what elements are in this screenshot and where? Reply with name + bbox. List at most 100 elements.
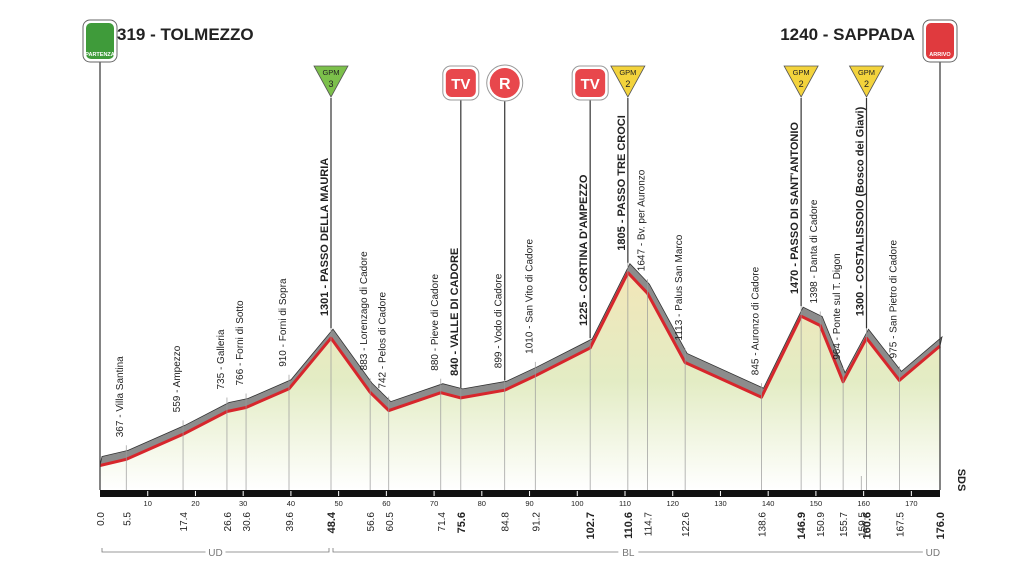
waypoint-label: 1805 - PASSO TRE CROCI bbox=[616, 115, 628, 251]
waypoint-label: 845 - Auronzo di Cadore bbox=[751, 266, 762, 375]
waypoint-label: 1300 - COSTALISSOIO (Bosco dei Giavi) bbox=[855, 106, 867, 316]
km-label: 160.6 bbox=[862, 512, 874, 540]
km-label: 110.6 bbox=[623, 512, 635, 539]
km-label: 176.0 bbox=[935, 512, 947, 540]
finish-badge-text: ARRIVO bbox=[929, 52, 951, 58]
km-label: 155.7 bbox=[839, 512, 850, 537]
x-tick-label: 70 bbox=[430, 499, 438, 508]
gpm-category: 2 bbox=[625, 79, 630, 89]
gpm-category: 3 bbox=[328, 79, 333, 89]
waypoint-label: 975 - San Pietro di Cadore bbox=[888, 240, 899, 359]
waypoint-label: 880 - Pieve di Cadore bbox=[430, 274, 441, 371]
province-label: UD bbox=[926, 548, 940, 559]
profile-line bbox=[99, 271, 941, 467]
km-label: 91.2 bbox=[531, 512, 542, 532]
x-axis bbox=[100, 490, 940, 497]
gpm-text: GPM bbox=[619, 68, 636, 77]
gpm-triangle bbox=[783, 65, 819, 98]
km-label: 39.6 bbox=[285, 512, 296, 532]
km-label: 71.4 bbox=[437, 512, 448, 532]
waypoint-label: 1470 - PASSO DI SANT'ANTONIO bbox=[789, 122, 801, 295]
start-badge-text: PARTENZA bbox=[85, 52, 115, 58]
km-label: 0.0 bbox=[96, 512, 107, 526]
waypoint-label: 964 - Ponte sul T. Digon bbox=[832, 253, 843, 360]
province-label-bg bbox=[205, 546, 226, 557]
province-label-bg bbox=[618, 546, 639, 557]
x-tick-label: 40 bbox=[287, 499, 295, 508]
gpm-triangle bbox=[313, 65, 349, 98]
tv-text: TV bbox=[451, 76, 470, 93]
waypoint-label: 1113 - Palus San Marco bbox=[674, 234, 685, 340]
km-label: 114.7 bbox=[643, 512, 654, 537]
km-label: 56.6 bbox=[366, 512, 377, 532]
gpm-category: 2 bbox=[864, 79, 869, 89]
x-tick-label: 160 bbox=[857, 499, 870, 508]
gpm-triangle bbox=[848, 65, 885, 98]
waypoint-label: 1225 - CORTINA D'AMPEZZO bbox=[578, 174, 590, 326]
waypoint-label: 766 - Forni di Sotto bbox=[235, 300, 246, 385]
waypoint-label: 840 - VALLE DI CADORE bbox=[449, 248, 461, 376]
x-tick-label: 100 bbox=[571, 499, 584, 508]
km-label: 5.5 bbox=[122, 512, 133, 526]
x-tick-label: 170 bbox=[905, 499, 918, 508]
x-tick-label: 140 bbox=[762, 499, 775, 508]
x-tick-label: 80 bbox=[478, 499, 486, 508]
km-label: 150.9 bbox=[816, 512, 827, 537]
km-label: 122.6 bbox=[681, 512, 692, 537]
km-label: 48.4 bbox=[326, 511, 338, 533]
km-label: 75.6 bbox=[456, 512, 468, 533]
logo: SDS bbox=[955, 469, 967, 492]
km-label: 17.4 bbox=[179, 512, 190, 532]
x-tick-label: 150 bbox=[810, 499, 823, 508]
province-label-bg bbox=[922, 546, 943, 557]
waypoint-label: 735 - Galleria bbox=[216, 329, 227, 389]
waypoint-label: 559 - Ampezzo bbox=[172, 345, 183, 412]
waypoint-label: 742 - Pelos di Cadore bbox=[378, 291, 389, 388]
province-label: UD bbox=[208, 548, 222, 559]
waypoint-label: 1301 - PASSO DELLA MAURIA bbox=[319, 158, 331, 316]
r-text: R bbox=[499, 76, 511, 93]
tv-badge-inner bbox=[575, 69, 606, 97]
finish-badge-inner bbox=[926, 23, 954, 59]
tv-badge-inner bbox=[445, 69, 476, 97]
x-tick-label: 50 bbox=[334, 499, 342, 508]
start-badge-inner bbox=[86, 23, 114, 59]
tv-text: TV bbox=[581, 76, 600, 93]
x-tick-label: 130 bbox=[714, 499, 727, 508]
waypoint-label: 910 - Forni di Sopra bbox=[278, 278, 289, 367]
km-label: 26.6 bbox=[223, 512, 234, 532]
x-tick-label: 30 bbox=[239, 499, 247, 508]
km-label: 138.6 bbox=[758, 512, 769, 537]
km-label: 146.9 bbox=[796, 512, 808, 540]
gpm-category: 2 bbox=[799, 79, 804, 89]
waypoint-label: 1398 - Danta di Cadore bbox=[809, 199, 820, 303]
x-tick-label: 120 bbox=[666, 499, 679, 508]
r-badge-inner bbox=[489, 68, 520, 98]
x-tick-label: 110 bbox=[619, 499, 631, 508]
gpm-triangle bbox=[610, 65, 646, 98]
km-label: 60.5 bbox=[385, 512, 396, 532]
waypoint-label: 899 - Vodo di Cadore bbox=[494, 273, 505, 368]
start-label: 319 - TOLMEZZO bbox=[117, 25, 254, 44]
finish-label: 1240 - SAPPADA bbox=[780, 25, 915, 44]
km-label: 159.5 bbox=[857, 512, 868, 537]
x-tick-label: 90 bbox=[525, 499, 533, 508]
profile-area bbox=[100, 272, 940, 490]
km-label: 30.6 bbox=[242, 512, 253, 532]
x-tick-label: 20 bbox=[191, 499, 199, 508]
km-label: 102.7 bbox=[585, 512, 597, 540]
gpm-text: GPM bbox=[322, 68, 339, 77]
waypoint-label: 1647 - Bv. per Auronzo bbox=[636, 169, 647, 271]
km-label: 167.5 bbox=[895, 512, 906, 537]
province-label: BL bbox=[622, 548, 635, 559]
waypoint-label: 883 - Lorenzago di Cadore bbox=[359, 251, 370, 370]
gpm-text: GPM bbox=[793, 68, 810, 77]
gpm-text: GPM bbox=[858, 68, 875, 77]
waypoint-label: 1010 - San Vito di Cadore bbox=[524, 239, 535, 354]
x-tick-label: 60 bbox=[382, 499, 390, 508]
x-tick-label: 10 bbox=[144, 499, 152, 508]
waypoint-label: 367 - Villa Santina bbox=[115, 356, 126, 437]
km-label: 84.8 bbox=[501, 512, 512, 532]
